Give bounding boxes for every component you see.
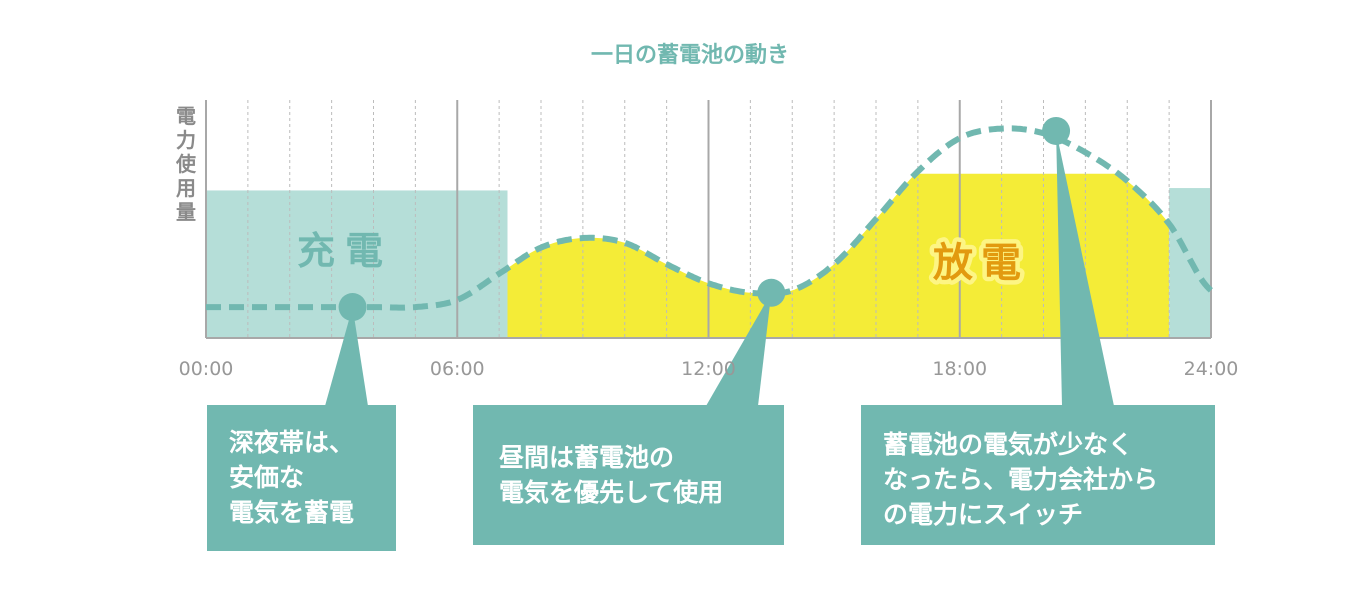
region-label-layer: 充電 放電 [297, 229, 1029, 291]
chart-title: 一日の蓄電池の動き [591, 43, 789, 68]
callout-night-line-1: 深夜帯は、 [229, 428, 355, 457]
y-axis-label-char: 電 [176, 104, 196, 128]
callout-grid-switch: 蓄電池の電気が少なく なったら、電力会社から の電力にスイッチ [861, 405, 1215, 545]
callout-night-charging: 深夜帯は、 安価な 電気を蓄電 [207, 405, 396, 551]
y-axis-label-char: 力 [176, 128, 196, 152]
x-tick-label: 18:00 [932, 358, 987, 380]
x-tick-label: 12:00 [681, 358, 736, 380]
y-axis-label-char: 用 [176, 176, 196, 200]
y-axis-label-char: 量 [176, 200, 196, 224]
callout-night-line-2: 安価な [229, 463, 305, 492]
tick-label-layer: 00:00 06:00 12:00 18:00 24:00 [179, 358, 1239, 380]
callout-day-line-1: 昼間は蓄電池の [499, 443, 675, 472]
discharge-region-label: 放電 [933, 240, 1029, 286]
callout-pointer-1 [325, 307, 368, 406]
y-axis-label-char: 使 [175, 152, 197, 176]
callout-pointer-2 [706, 292, 772, 406]
x-tick-label: 00:00 [179, 358, 234, 380]
curve-marker-1 [338, 293, 367, 322]
x-tick-label: 06:00 [430, 358, 485, 380]
discharge-region [507, 173, 1170, 338]
callout-daytime-usage: 昼間は蓄電池の 電気を優先して使用 [473, 405, 784, 545]
marker-layer [338, 116, 1071, 322]
callout-night-line-3: 電気を蓄電 [229, 498, 355, 527]
axes-layer [205, 100, 1212, 339]
callout-switch-line-3: の電力にスイッチ [883, 500, 1084, 529]
grid-layer [247, 100, 1170, 338]
curve-marker-3 [1042, 116, 1071, 145]
charge-region-label: 充電 [297, 229, 393, 273]
callout-switch-line-1: 蓄電池の電気が少なく [883, 430, 1134, 459]
x-tick-label: 24:00 [1184, 358, 1239, 380]
callout-pointer-3 [1056, 130, 1114, 406]
pointer-layer [325, 130, 1114, 406]
callout-day-line-2: 電気を優先して使用 [499, 478, 724, 507]
callout-switch-line-2: なったら、電力会社から [883, 465, 1159, 494]
curve-marker-2 [757, 278, 786, 307]
